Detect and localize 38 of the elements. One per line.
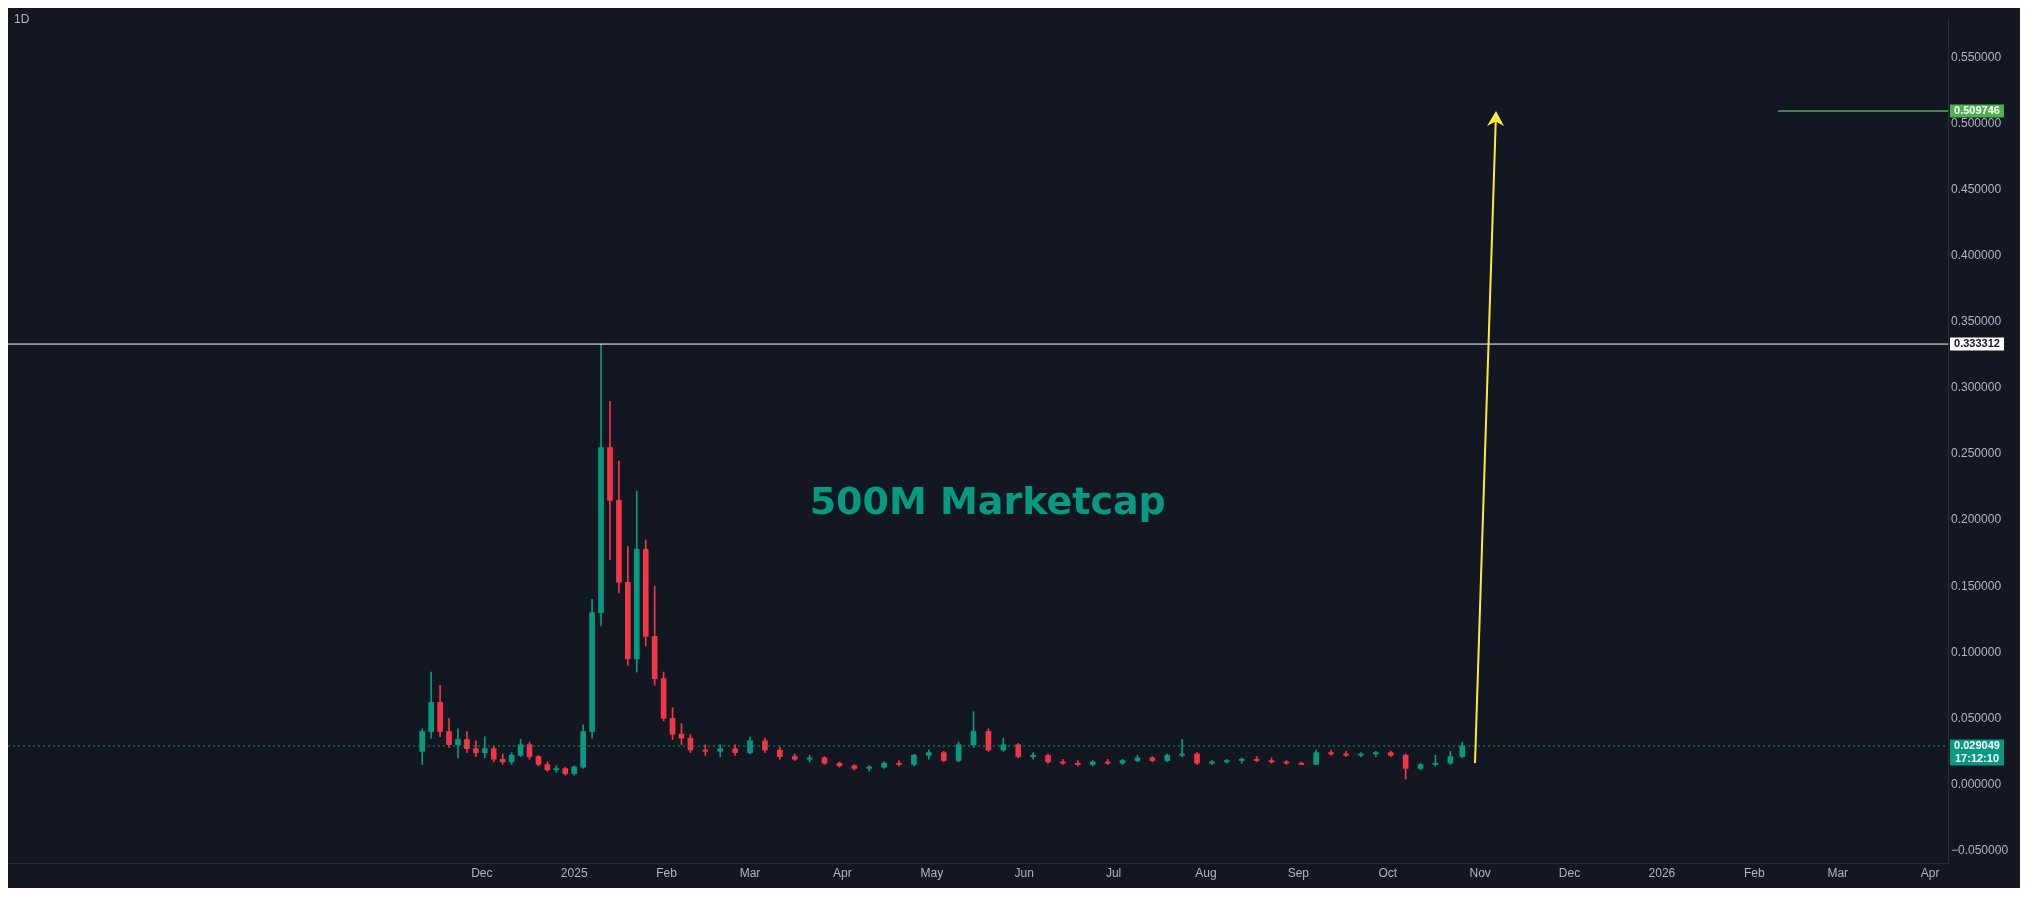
annotation: 500M Marketcap [809,479,1166,524]
y-tick-label: 0.150000 [1951,578,2002,593]
x-tick-label: Feb [656,866,678,881]
x-tick-label: May [920,866,944,881]
data-label: 0.509746 [1954,104,2000,117]
y-tick-label: 0.400000 [1951,248,2002,263]
y-tick-label: 0.100000 [1951,644,2002,659]
y-tick-label: 0.350000 [1951,314,2002,329]
x-tick-label: Jun [1014,866,1034,881]
x-tick-label: Oct [1378,866,1398,881]
y-tick-label: 0.550000 [1951,50,2002,65]
x-tick-label: Nov [1469,866,1491,881]
chart-title: 1D [14,12,30,27]
y-tick-label: −0.050000 [1951,842,2009,857]
x-tick-label: Apr [1920,866,1940,881]
ref-line-label: 0.333312 [1954,337,2000,350]
x-tick-label: Mar [739,866,761,881]
x-tick-label: Aug [1195,866,1217,881]
text: 17:12:10 [1954,752,2000,764]
ref-line-label: 0.029049 [1954,739,2000,751]
x-tick-label: Sep [1287,866,1310,881]
y-tick-label: 0.050000 [1951,710,2002,725]
x-tick-label: Mar [1827,866,1849,881]
x-tick-label: Dec [1558,866,1581,881]
y-tick-label: 0.500000 [1951,116,2002,131]
x-tick-label: 2026 [1648,866,1676,881]
x-tick-label: Dec [471,866,493,881]
x-tick-label: Feb [1743,866,1765,881]
y-tick-label: 0.200000 [1951,512,2002,527]
y-tick-label: 0.250000 [1951,446,2002,461]
y-tick-label: 0.300000 [1951,380,2002,395]
x-tick-label: 2025 [560,866,588,881]
x-tick-label: Apr [833,866,852,881]
x-tick-label: Jul [1105,866,1122,881]
candlestick [1030,752,1036,760]
candlestick [702,744,709,756]
y-tick-label: 0.450000 [1951,182,2002,197]
y-tick-label: 0.000000 [1951,776,2002,791]
